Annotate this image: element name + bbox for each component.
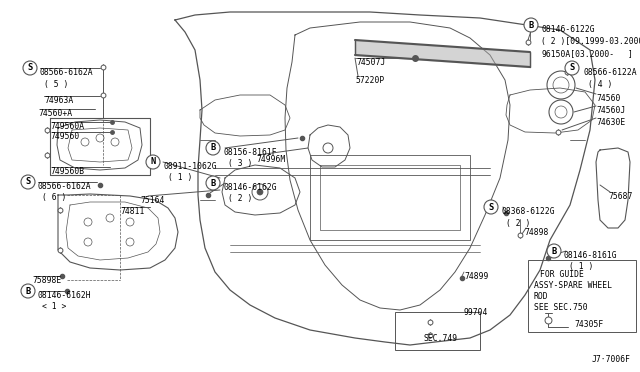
Text: 08566-6162A: 08566-6162A [40,68,93,77]
Text: N: N [150,157,156,167]
Text: S: S [26,177,31,186]
Text: 74560: 74560 [596,94,620,103]
Text: ( 2 ): ( 2 ) [506,219,531,228]
Text: 74996M: 74996M [256,155,285,164]
Bar [395,312,480,350]
Text: SEE SEC.750: SEE SEC.750 [534,303,588,312]
Circle shape [206,176,220,190]
Text: 08146-8161G: 08146-8161G [564,251,618,260]
Text: 74305F: 74305F [574,320,604,329]
Text: 74630E: 74630E [596,118,625,127]
Text: 749560B: 749560B [50,167,84,176]
Text: ( 5 ): ( 5 ) [44,80,68,89]
Circle shape [21,175,35,189]
Text: S: S [488,202,493,212]
Circle shape [206,141,220,155]
Text: 08146-6162H: 08146-6162H [38,291,92,300]
Text: 74811: 74811 [120,207,145,216]
Text: ( 1 ): ( 1 ) [168,173,193,182]
Text: ( 2 ): ( 2 ) [228,194,252,203]
Text: S: S [28,64,33,73]
Circle shape [565,61,579,75]
Text: 749560A: 749560A [50,122,84,131]
Text: 57220P: 57220P [356,76,385,85]
Text: 74507J: 74507J [356,58,385,67]
Bar [528,260,636,332]
Text: ROD: ROD [534,292,548,301]
Circle shape [547,244,561,258]
Text: 08566-6162A: 08566-6162A [38,182,92,191]
Text: 75687: 75687 [608,192,632,201]
Text: 74560J: 74560J [596,106,625,115]
Text: ASSY-SPARE WHEEL: ASSY-SPARE WHEEL [534,281,612,290]
Text: J7·7006F: J7·7006F [592,355,631,364]
Text: ( 3 ): ( 3 ) [228,159,252,168]
Text: 08156-8161F: 08156-8161F [223,148,276,157]
Text: 08146-6162G: 08146-6162G [223,183,276,192]
Text: 96150A[03.2000-: 96150A[03.2000- [541,49,614,58]
Circle shape [257,189,263,195]
Text: B: B [529,20,534,29]
Text: 74963A: 74963A [44,96,73,105]
Text: B: B [211,179,216,187]
Text: B: B [211,144,216,153]
Text: 74899: 74899 [464,272,488,281]
Circle shape [484,200,498,214]
Text: FOR GUIDE: FOR GUIDE [540,270,584,279]
Text: 75164: 75164 [140,196,164,205]
Text: 74898: 74898 [524,228,548,237]
Text: 74560+A: 74560+A [38,109,72,118]
Circle shape [21,284,35,298]
Circle shape [146,155,160,169]
Text: 749560: 749560 [50,132,79,141]
Circle shape [524,18,538,32]
Text: SEC.749: SEC.749 [424,334,458,343]
Circle shape [23,61,37,75]
Text: S: S [570,64,575,73]
Text: B: B [552,247,557,256]
Text: 99704: 99704 [464,308,488,317]
Text: ( 6 ): ( 6 ) [42,193,67,202]
Text: ( 1 ): ( 1 ) [569,262,593,271]
Text: 08911-1062G: 08911-1062G [163,162,216,171]
Text: ]: ] [628,49,633,58]
Text: ( 2 )[09.1999-03.2000]: ( 2 )[09.1999-03.2000] [541,37,640,46]
Text: ( 4 ): ( 4 ) [588,80,612,89]
Text: 75898E: 75898E [32,276,61,285]
Text: 08368-6122G: 08368-6122G [501,207,555,216]
Text: B: B [26,286,31,295]
Text: < 1 >: < 1 > [42,302,67,311]
Text: 08146-6122G: 08146-6122G [541,25,595,34]
Text: 08566-6122A: 08566-6122A [583,68,637,77]
